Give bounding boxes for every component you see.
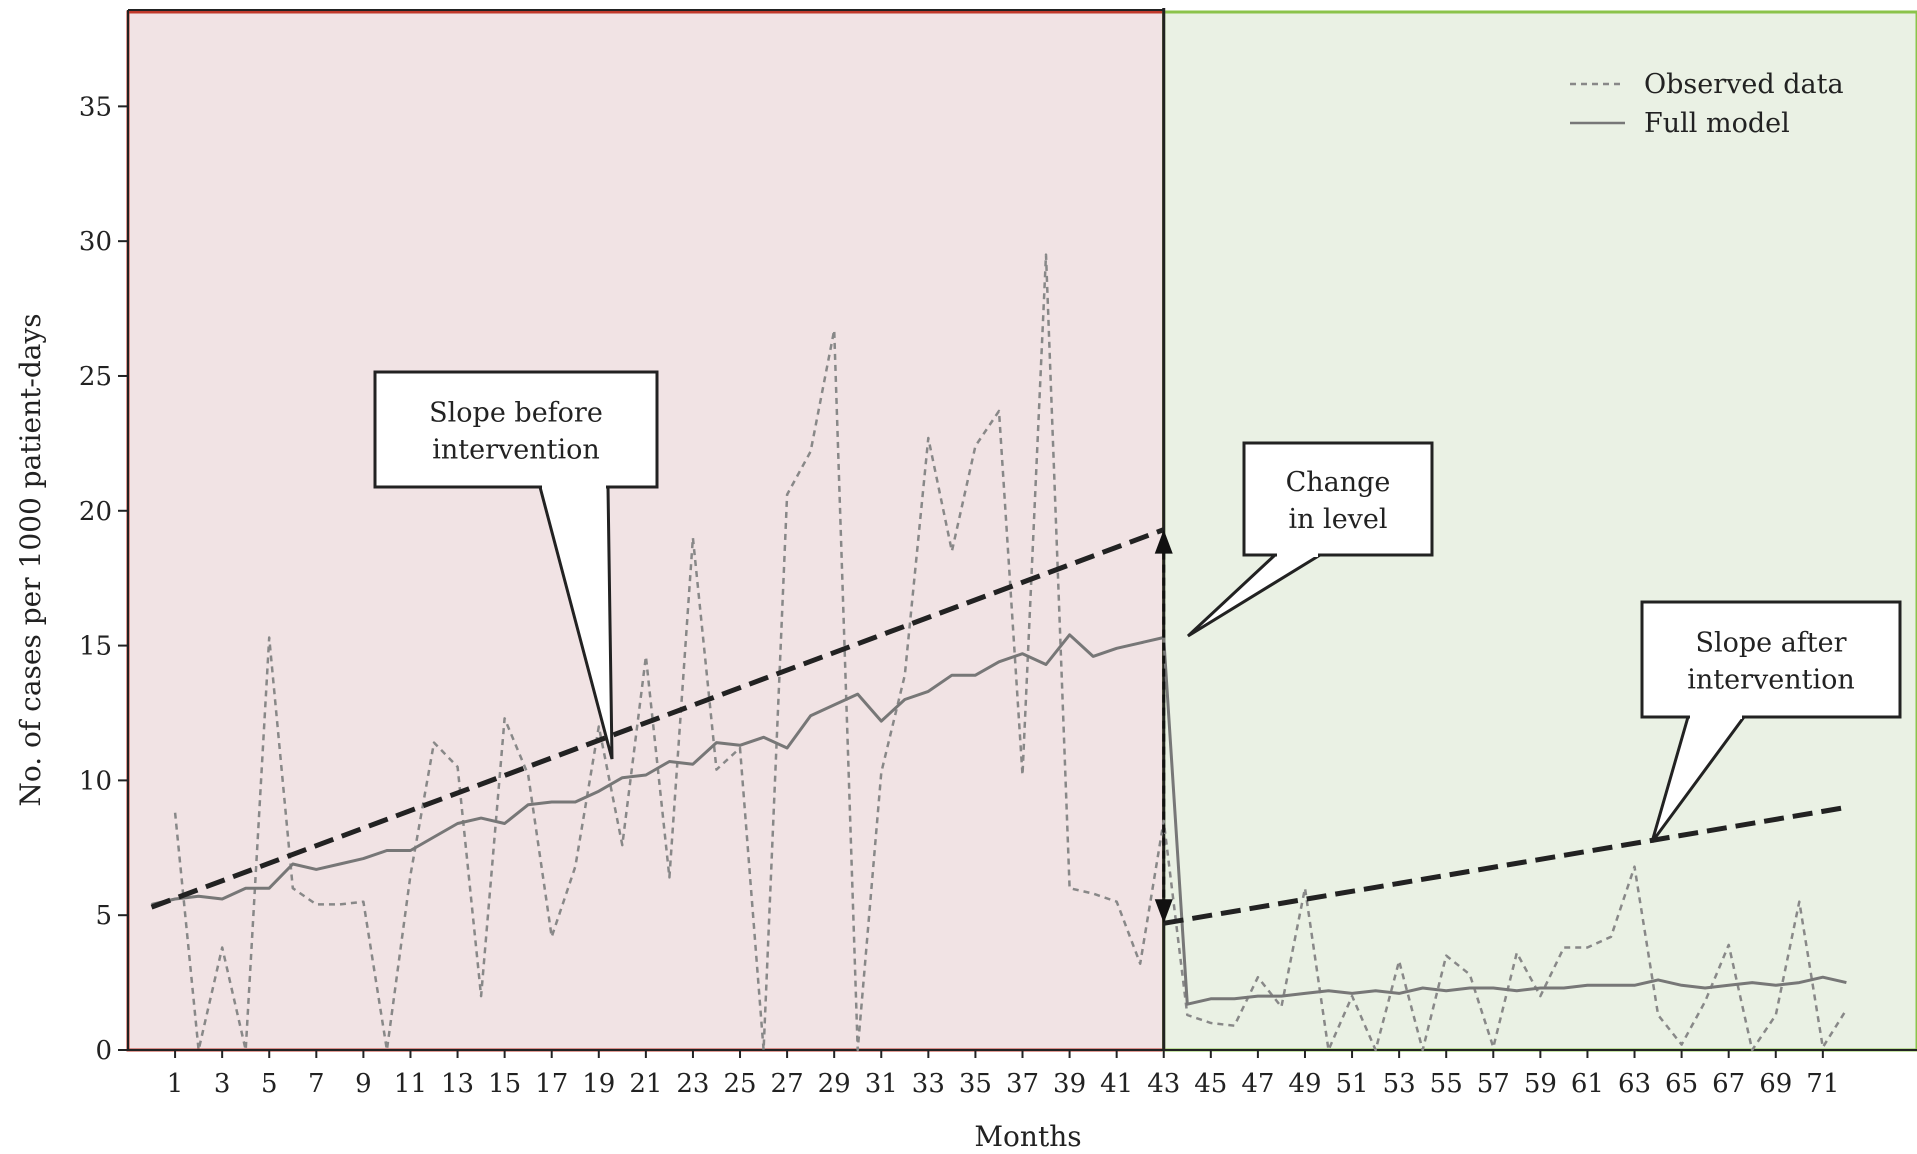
x-tick-label: 51 [1336,1069,1369,1099]
x-axis: 1 3 5 7 9 11 13 15 17 19 21 23 25 27 29 31 33 35 37 39 41 43 4… [167,1050,1839,1099]
y-tick-label: 30 [79,227,112,257]
trend-line-before [150,527,1165,910]
trend-lines [150,527,1847,926]
x-tick-label: 55 [1430,1069,1463,1099]
x-tick-label: 47 [1241,1069,1274,1099]
x-tick-label: 43 [1147,1069,1180,1099]
x-tick-label: 39 [1053,1069,1086,1099]
x-tick-label: 15 [488,1069,521,1099]
x-tick-label: 33 [912,1069,945,1099]
y-tick-label: 35 [79,92,112,122]
x-tick-label: 11 [394,1069,427,1099]
callout-text-line: in level [1288,504,1387,535]
y-tick-label: 15 [79,632,112,662]
x-tick-label: 7 [308,1069,325,1099]
callout-text-line: intervention [432,435,600,466]
x-tick-label: 49 [1288,1069,1321,1099]
callout-box [1242,441,1434,557]
period-before-background [126,10,1166,1052]
y-axis: 0 5 10 15 20 25 30 35 [79,92,128,1066]
x-tick-label: 67 [1712,1069,1745,1099]
y-tick-label: 0 [95,1036,112,1066]
x-tick-label: 25 [723,1069,756,1099]
callout-box [1640,600,1902,719]
x-tick-label: 71 [1806,1069,1839,1099]
y-tick-label: 5 [95,901,112,931]
callout-box [373,370,659,489]
y-tick-label: 20 [79,497,112,527]
annotations: Slope before intervention Change in level Sl… [373,370,1902,843]
callout-text-line: Slope after [1695,628,1846,659]
callout-text-line: intervention [1687,665,1855,696]
x-tick-label: 3 [214,1069,231,1099]
level-change-arrow-down-head [1154,899,1173,924]
callout-text-line: Slope before [429,398,603,429]
x-tick-label: 21 [629,1069,662,1099]
callout-slope-after: Slope after intervention [1640,600,1902,843]
x-tick-label: 5 [261,1069,278,1099]
series-group [151,253,1848,1052]
callout-slope-before: Slope before intervention [373,370,659,760]
x-tick-label: 23 [676,1069,709,1099]
period-backgrounds [126,10,1917,1052]
x-tick-label: 13 [441,1069,474,1099]
x-tick-label: 41 [1100,1069,1133,1099]
x-tick-label: 69 [1759,1069,1792,1099]
x-axis-title: Months [974,1120,1081,1150]
x-tick-label: 27 [771,1069,804,1099]
legend: Observed data Full model [1570,69,1844,139]
level-change-arrow-up-head [1154,529,1173,554]
x-tick-label: 65 [1665,1069,1698,1099]
x-tick-label: 61 [1571,1069,1604,1099]
y-axis-title: No. of cases per 1000 patient-days [14,313,47,806]
x-tick-label: 29 [818,1069,851,1099]
callout-text-line: Change [1286,467,1391,498]
x-tick-label: 19 [582,1069,615,1099]
y-tick-label: 10 [79,766,112,796]
legend-label-observed: Observed data [1644,69,1844,100]
x-tick-label: 35 [959,1069,992,1099]
series-full-model-line [151,633,1847,1006]
x-tick-label: 63 [1618,1069,1651,1099]
x-tick-label: 45 [1194,1069,1227,1099]
x-tick-label: 59 [1524,1069,1557,1099]
x-tick-label: 1 [167,1069,184,1099]
x-tick-label: 9 [355,1069,372,1099]
series-observed-data-line [173,253,1848,1052]
callout-change-in-level: Change in level [1186,441,1434,638]
x-tick-label: 17 [535,1069,568,1099]
x-tick-label: 53 [1383,1069,1416,1099]
x-tick-label: 37 [1006,1069,1039,1099]
x-tick-label: 57 [1477,1069,1510,1099]
x-tick-label: 31 [865,1069,898,1099]
legend-label-full-model: Full model [1644,108,1790,139]
y-tick-label: 25 [79,362,112,392]
